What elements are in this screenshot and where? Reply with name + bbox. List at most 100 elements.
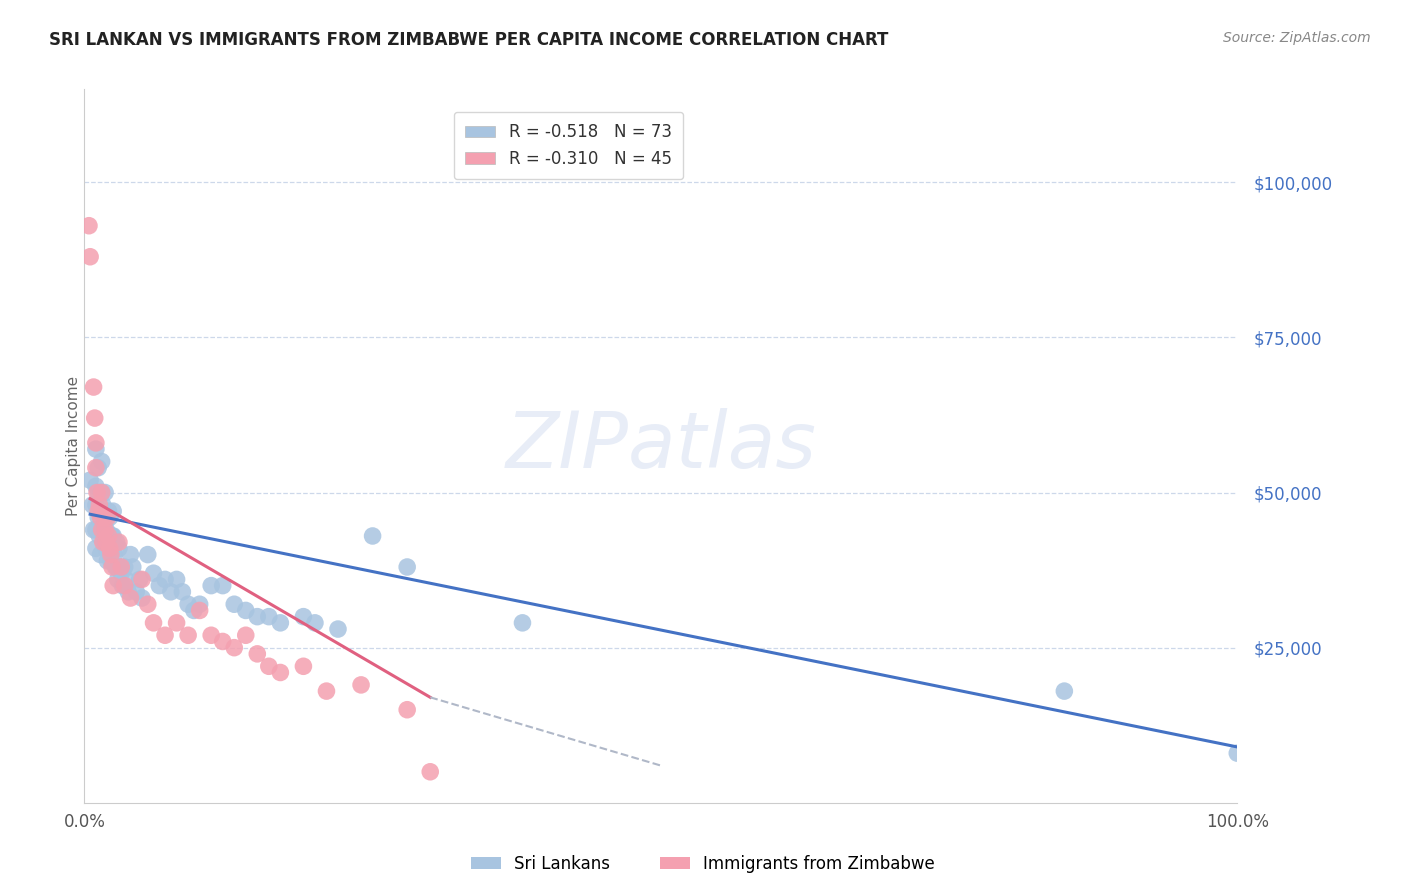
Point [91,523,114,537]
Point [89,548,111,562]
Point [304,615,326,630]
Point [100,554,122,568]
Point [235,603,257,617]
Point [110,560,132,574]
Point [136,548,159,562]
Point [79,473,101,487]
Point [292,609,315,624]
Point [84,523,107,537]
Point [183,603,205,617]
Point [257,609,280,624]
Point [101,560,124,574]
Point [82,498,104,512]
Point [83,380,105,394]
Point [104,560,127,574]
Point [97,529,120,543]
Point [235,628,257,642]
Point [396,703,419,717]
Point [89,510,111,524]
Point [96,510,118,524]
Text: Source: ZipAtlas.com: Source: ZipAtlas.com [1223,31,1371,45]
Point [91,535,114,549]
Point [269,665,291,680]
Point [396,560,419,574]
Point [211,634,233,648]
Point [257,659,280,673]
Point [100,548,122,562]
Point [98,541,121,556]
Point [87,504,110,518]
Point [103,504,124,518]
Point [512,615,534,630]
Point [89,529,111,543]
Point [84,436,107,450]
Point [224,640,246,655]
Point [97,504,120,518]
Point [91,498,114,512]
Point [94,523,117,537]
Point [110,566,132,581]
Point [105,535,128,549]
Point [246,609,269,624]
Point [98,510,121,524]
Point [166,573,188,587]
Point [292,659,315,673]
Text: ZIPatlas: ZIPatlas [505,408,817,484]
Point [87,485,110,500]
Point [94,510,117,524]
Point [326,622,349,636]
Text: SRI LANKAN VS IMMIGRANTS FROM ZIMBABWE PER CAPITA INCOME CORRELATION CHART: SRI LANKAN VS IMMIGRANTS FROM ZIMBABWE P… [49,31,889,49]
Point [84,460,107,475]
Point [142,615,165,630]
Point [224,597,246,611]
Point [177,597,200,611]
Point [84,479,107,493]
Point [115,573,138,587]
Point [96,535,118,549]
Point [103,529,124,543]
Point [108,560,131,574]
Point [153,628,176,642]
Point [131,591,153,605]
Point [114,560,136,574]
Point [153,573,176,587]
Point [94,485,117,500]
Point [117,584,139,599]
Point [177,628,200,642]
Point [361,529,384,543]
Point [111,579,134,593]
Point [90,454,112,468]
Point [87,460,110,475]
Point [131,573,153,587]
Point [269,615,291,630]
Point [84,498,107,512]
Point [101,529,124,543]
Point [103,579,124,593]
Point [125,584,148,599]
Point [200,628,222,642]
Y-axis label: Per Capita Income: Per Capita Income [66,376,80,516]
Point [1226,746,1249,760]
Legend: R = -0.518   N = 73, R = -0.310   N = 45: R = -0.518 N = 73, R = -0.310 N = 45 [454,112,683,179]
Point [160,584,183,599]
Point [97,529,120,543]
Point [136,597,159,611]
Point [188,603,211,617]
Legend: Sri Lankans, Immigrants from Zimbabwe: Sri Lankans, Immigrants from Zimbabwe [464,848,942,880]
Point [419,764,441,779]
Point [103,548,125,562]
Point [166,615,188,630]
Point [83,411,105,425]
Point [108,541,131,556]
Point [93,510,115,524]
Point [90,523,112,537]
Point [84,442,107,456]
Point [90,485,112,500]
Point [120,591,142,605]
Point [89,498,111,512]
Point [98,541,121,556]
Point [120,548,142,562]
Point [83,523,105,537]
Point [105,560,128,574]
Point [79,250,101,264]
